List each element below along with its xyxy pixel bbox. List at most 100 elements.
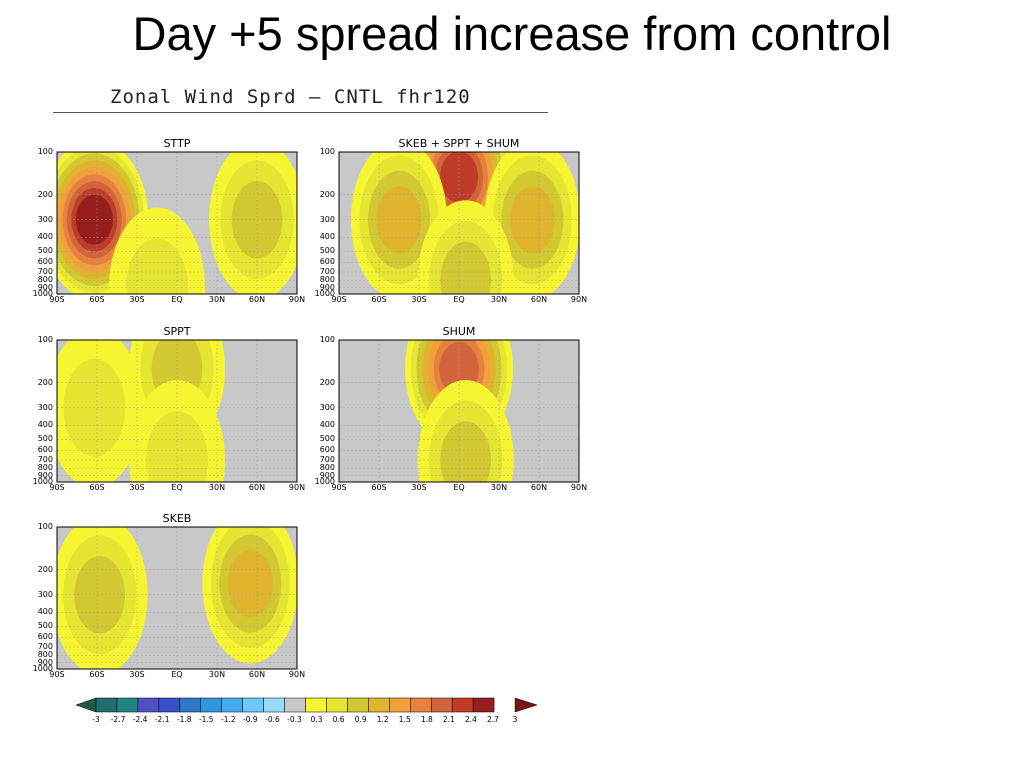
x-tick-label: 60S: [371, 483, 387, 492]
y-tick-label: 800: [37, 650, 53, 660]
y-tick-label: 200: [37, 189, 53, 199]
colorbar-label: 0.9: [354, 715, 367, 724]
panel-frame: [338, 339, 580, 483]
colorbar-label: -1.2: [221, 715, 236, 724]
x-tick-label: 30S: [129, 483, 145, 492]
y-tick-label: 1000: [32, 289, 53, 298]
x-tick-label: 60N: [248, 483, 266, 492]
contour-level-1-2: [146, 411, 208, 482]
colorbar-swatch: [179, 697, 202, 713]
contour-level-0-3: [74, 556, 125, 634]
y-tick-label: 400: [37, 607, 53, 617]
y-tick-label: 900: [319, 282, 335, 292]
x-tick-label: 90N: [288, 670, 306, 679]
panel-4: [56, 526, 298, 670]
colorbar-label: 2.7: [487, 715, 499, 724]
x-tick-label: 90N: [288, 295, 306, 304]
y-tick-label: 100: [319, 147, 335, 156]
y-tick-label: 900: [319, 470, 335, 480]
contour-level-3-3: [440, 241, 491, 294]
panel-frame: [338, 151, 580, 295]
colorbar-swatch: [158, 697, 181, 713]
panel-title: SHUM: [442, 325, 476, 338]
colorbar-label: -0.6: [265, 715, 280, 724]
x-tick-label: 90S: [49, 483, 65, 492]
panel-1: [338, 151, 580, 295]
x-tick-label: 30S: [411, 483, 427, 492]
colorbar-label: -0.3: [287, 715, 302, 724]
y-tick-label: 500: [319, 246, 335, 256]
x-tick-label: 60N: [248, 295, 266, 304]
x-tick-label: 90S: [331, 483, 347, 492]
contour-level-1-4: [227, 550, 273, 618]
y-tick-label: 500: [37, 434, 53, 444]
x-tick-label: 30N: [208, 483, 226, 492]
y-tick-label: 400: [319, 420, 335, 430]
y-tick-label: 700: [37, 455, 53, 464]
colorbar-swatch: [368, 697, 390, 713]
y-tick-label: 1000: [32, 664, 53, 673]
colorbar-label: 2.4: [464, 715, 477, 724]
y-tick-label: 700: [37, 267, 53, 276]
colorbar-label: -2.4: [132, 715, 148, 724]
contour-level-1-3: [440, 421, 491, 482]
colorbar-label: -2.7: [110, 715, 126, 724]
panel-3: [338, 339, 580, 483]
colorbar-label: -1.8: [176, 715, 192, 724]
header-rule: [53, 112, 548, 113]
x-tick-label: 90S: [49, 295, 65, 304]
colorbar-swatch: [326, 697, 348, 713]
colorbar-swatch: [263, 697, 285, 713]
colorbar-swatch: [305, 697, 327, 713]
y-tick-label: 200: [37, 377, 53, 387]
y-tick-label: 700: [319, 267, 335, 276]
y-tick-label: 900: [37, 657, 53, 667]
y-tick-label: 1000: [314, 477, 335, 486]
colorbar: [75, 697, 538, 713]
panel-title: STTP: [163, 137, 191, 150]
colorbar-label: -3: [92, 715, 100, 724]
x-tick-label: EQ: [453, 483, 465, 492]
x-tick-label: 30N: [490, 483, 508, 492]
y-tick-label: 500: [37, 246, 53, 256]
y-tick-label: 100: [37, 147, 53, 156]
colorbar-label: 1.2: [376, 715, 389, 724]
colorbar-label: 0.6: [332, 715, 345, 724]
y-tick-label: 100: [37, 522, 53, 531]
x-tick-label: EQ: [171, 483, 183, 492]
panel-title: SKEB: [162, 512, 192, 525]
x-tick-label: 60S: [89, 670, 105, 679]
y-tick-label: 100: [319, 335, 335, 344]
x-tick-label: 30S: [129, 670, 145, 679]
x-tick-label: 30N: [490, 295, 508, 304]
x-tick-label: 30N: [208, 295, 226, 304]
colorbar-arrow-left: [75, 697, 97, 713]
panel-title: SKEB + SPPT + SHUM: [398, 137, 520, 150]
y-tick-label: 900: [37, 470, 53, 480]
y-tick-label: 500: [319, 434, 335, 444]
panel-2: [56, 339, 298, 483]
colorbar-swatch: [389, 697, 411, 713]
panel-frame: [56, 151, 298, 295]
x-tick-label: 60S: [89, 295, 105, 304]
colorbar-label: -2.1: [154, 715, 170, 724]
y-tick-label: 800: [319, 463, 335, 473]
colorbar-swatch: [347, 697, 369, 713]
y-tick-label: 300: [319, 214, 335, 224]
colorbar-arrow-right: [514, 697, 538, 713]
y-tick-label: 600: [37, 257, 53, 267]
x-tick-label: 60S: [371, 295, 387, 304]
colorbar-label: 3: [512, 715, 518, 724]
x-tick-label: 60N: [530, 483, 548, 492]
y-tick-label: 600: [319, 257, 335, 267]
y-tick-label: 100: [37, 335, 53, 344]
panel-0: [56, 151, 298, 295]
colorbar-swatch: [116, 697, 139, 713]
colorbar-swatch: [410, 697, 432, 713]
x-tick-label: 90N: [570, 295, 588, 304]
colorbar-swatch: [221, 697, 243, 713]
colorbar-swatch: [95, 697, 118, 713]
y-tick-label: 800: [37, 275, 53, 285]
y-tick-label: 400: [319, 232, 335, 242]
